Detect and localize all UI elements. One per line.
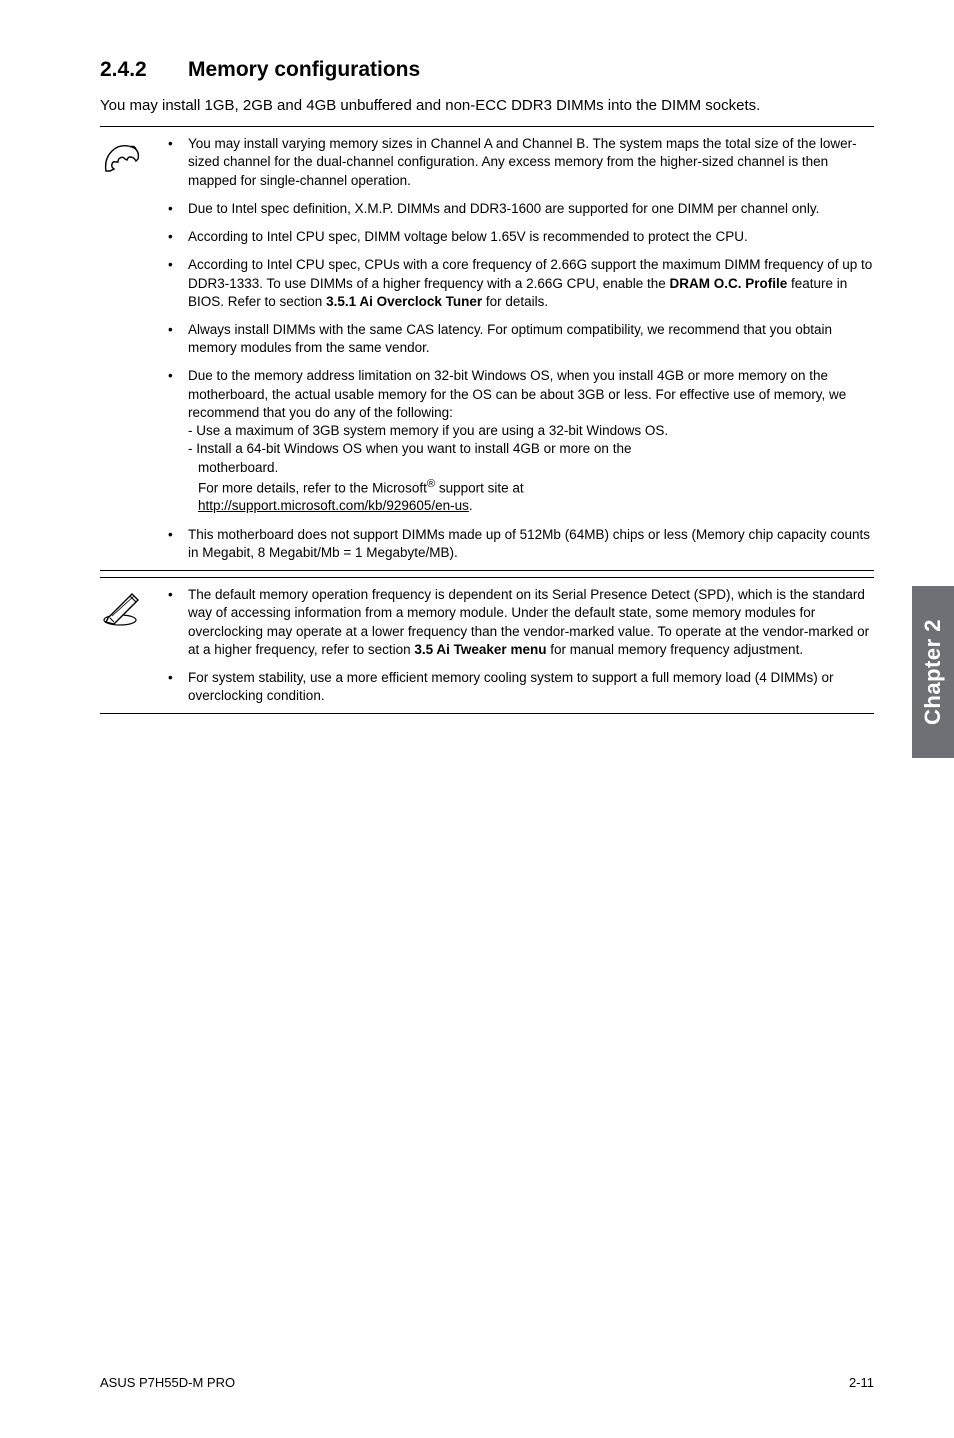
- note-list: The default memory operation frequency i…: [160, 586, 874, 705]
- heading-title: Memory configurations: [188, 58, 420, 81]
- section-heading: 2.4.2Memory configurations: [100, 58, 874, 82]
- list-item: According to Intel CPU spec, CPUs with a…: [160, 256, 874, 311]
- list-item: Always install DIMMs with the same CAS l…: [160, 321, 874, 357]
- note-block-info: The default memory operation frequency i…: [100, 577, 874, 714]
- list-item: Due to Intel spec definition, X.M.P. DIM…: [160, 200, 874, 218]
- footer-left: ASUS P7H55D-M PRO: [100, 1375, 235, 1390]
- chapter-tab-label: Chapter 2: [920, 619, 946, 725]
- list-item: For system stability, use a more efficie…: [160, 669, 874, 705]
- list-item: Due to the memory address limitation on …: [160, 367, 874, 515]
- note-list: You may install varying memory sizes in …: [160, 135, 874, 562]
- pencil-icon: [100, 586, 160, 633]
- hand-pointer-icon: [100, 135, 160, 182]
- intro-paragraph: You may install 1GB, 2GB and 4GB unbuffe…: [100, 96, 874, 116]
- page-footer: ASUS P7H55D-M PRO 2-11: [100, 1375, 874, 1390]
- list-item: You may install varying memory sizes in …: [160, 135, 874, 190]
- note-block-warning: You may install varying memory sizes in …: [100, 126, 874, 571]
- footer-right: 2-11: [849, 1375, 874, 1390]
- heading-number: 2.4.2: [100, 58, 188, 82]
- chapter-tab: Chapter 2: [912, 586, 954, 758]
- list-item: This motherboard does not support DIMMs …: [160, 526, 874, 562]
- list-item: The default memory operation frequency i…: [160, 586, 874, 659]
- support-link[interactable]: http://support.microsoft.com/kb/929605/e…: [198, 498, 469, 513]
- list-item: According to Intel CPU spec, DIMM voltag…: [160, 228, 874, 246]
